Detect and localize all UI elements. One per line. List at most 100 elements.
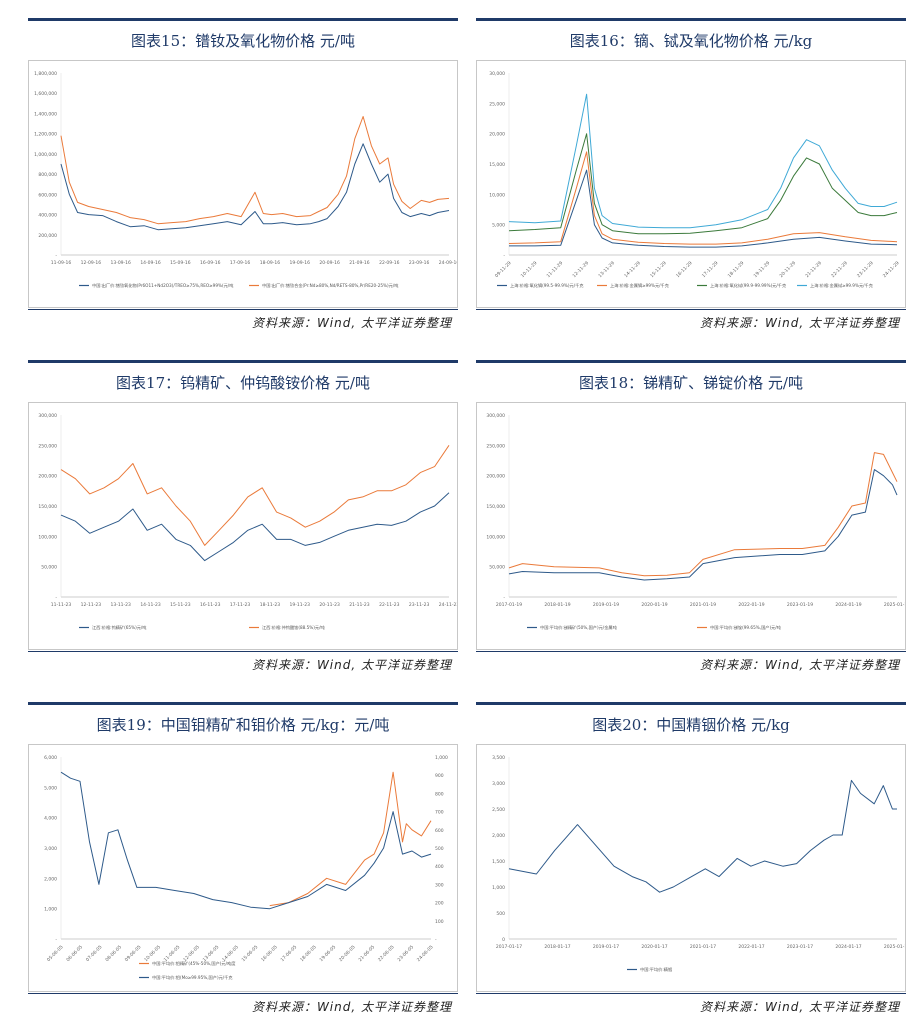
y-tick-label: 300,000 [38, 413, 57, 419]
x-tick-label: 24-11-29 [882, 260, 901, 279]
y2-tick-label: 900 [435, 773, 444, 779]
x-tick-label: 17-11-23 [230, 602, 251, 608]
source-note: 资料来源：Wind, 太平洋证券整理 [251, 658, 452, 672]
chart-panel-2: 图表16：镝、铽及氧化物价格 元/kg - 5,000 10,000 15,000 20,… [476, 18, 906, 334]
legend-label: 中国:出厂价:镨钕氧化物(Pr6O11+Nd2O3)/TREO≥75%,REO≥… [92, 282, 234, 289]
x-tick-label: 24-06-05 [416, 944, 435, 963]
legend-label: 江西:价格:钨精矿(65%)元/吨 [92, 624, 147, 631]
chart-svg: - 1,000 2,000 3,000 4,000 5,000 6,000 - 100 200 30… [44, 755, 448, 981]
legend-label: 中国:平均价:钼精矿(45%-50%,国产)元/吨度 [152, 960, 236, 967]
x-tick-label: 05-06-05 [46, 944, 65, 963]
y-tick-label: - [55, 596, 57, 601]
y-tick-label: 250,000 [486, 443, 505, 449]
legend-label: 中国:平均价:锑锭(99.65%,国产)元/吨 [710, 624, 782, 631]
x-tick-label: 08-06-05 [104, 944, 123, 963]
chart-svg: - 50,000 100,000 150,000 200,000 250,000 300,0… [38, 413, 459, 631]
series-line-1 [60, 143, 450, 231]
y-tick-label: 25,000 [489, 101, 505, 107]
legend-label: 上海:价格:金属镝≥99%元/千克 [610, 282, 669, 289]
x-tick-label: 20-09-16 [319, 260, 340, 266]
x-tick-label: 2018-01-19 [544, 602, 570, 608]
y-tick-label: - [503, 596, 505, 601]
x-tick-label: 17-11-29 [701, 260, 720, 279]
chart-panel-6: 图表20：中国精铟价格 元/kg 0 500 1,000 1,500 2,000 2,500… [476, 702, 910, 1018]
x-tick-label: 14-11-29 [623, 260, 642, 279]
y2-tick-label: 1,000 [435, 755, 448, 761]
y2-tick-label: 400 [435, 864, 444, 870]
x-tick-label: 2025-01-19 [884, 602, 905, 608]
x-tick-label: 22-11-23 [379, 602, 400, 608]
x-tick-label: 21-11-23 [349, 602, 370, 608]
chart-svg: - 5,000 10,000 15,000 20,000 25,000 30,000 09-1… [489, 71, 901, 289]
y2-tick-label: 800 [435, 791, 444, 797]
chart-svg: - 50,000 100,000 150,000 200,000 250,000 300,0… [486, 413, 910, 631]
legend-label: 上海:价格:金属铽≥99.9%元/千克 [810, 282, 873, 289]
panel-bottom-rule [476, 651, 906, 652]
y-tick-label: 5,000 [44, 785, 57, 791]
x-tick-label: 2025-01-17 [884, 944, 905, 950]
x-tick-label: 2017-01-19 [496, 602, 522, 608]
source-note: 资料来源：Wind, 太平洋证券整理 [251, 1000, 452, 1014]
y-tick-label: 150,000 [486, 504, 505, 510]
x-tick-label: 2024-01-19 [835, 602, 861, 608]
y-tick-label: 2,000 [44, 876, 57, 882]
x-tick-label: 12-11-29 [571, 260, 590, 279]
series-line-1 [508, 469, 898, 581]
source-note: 资料来源：Wind, 太平洋证券整理 [699, 658, 900, 672]
chart-frame: - 200,000 400,000 600,000 800,000 1,000,000 1,… [28, 60, 459, 308]
series-line-2 [60, 116, 450, 225]
x-tick-label: 2023-01-19 [787, 602, 813, 608]
x-tick-label: 19-09-16 [290, 260, 311, 266]
y-tick-label: 10,000 [489, 192, 505, 198]
panel-bottom-rule [476, 309, 906, 310]
x-tick-label: 12-11-23 [81, 602, 102, 608]
chart-title: 图表16：镝、铽及氧化物价格 元/kg [569, 32, 813, 50]
y-tick-label: 50,000 [489, 565, 505, 571]
y-tick-label: - [503, 254, 505, 259]
x-tick-label: 2022-01-17 [738, 944, 764, 950]
y-tick-label: 600,000 [38, 192, 57, 198]
chart-svg: 0 500 1,000 1,500 2,000 2,500 3,000 3,500 2017-0… [492, 755, 910, 973]
panel-bottom-rule [476, 993, 906, 994]
x-tick-label: 22-09-16 [379, 260, 400, 266]
y-tick-label: 150,000 [38, 504, 57, 510]
x-tick-label: 16-09-16 [200, 260, 221, 266]
chart-svg: - 200,000 400,000 600,000 800,000 1,000,000 1,… [34, 71, 459, 289]
panel-bottom-rule [28, 309, 458, 310]
x-tick-label: 13-09-16 [110, 260, 131, 266]
panel-top-rule [476, 360, 906, 363]
legend-label: 上海:价格:氧化镝(99.5-99.9%)元/千克 [510, 282, 584, 289]
legend-label: 中国:平均价:锑精矿(50%,国产)元/金属吨 [540, 624, 618, 631]
x-tick-label: 16-11-23 [200, 602, 221, 608]
x-tick-label: 2020-01-17 [641, 944, 667, 950]
source-note: 资料来源：Wind, 太平洋证券整理 [251, 316, 452, 330]
chart-title: 图表15：镨钕及氧化物价格 元/吨 [131, 32, 355, 50]
y-tick-label: 1,600,000 [34, 91, 57, 97]
x-tick-label: 2018-01-17 [544, 944, 570, 950]
panel-top-rule [28, 702, 458, 705]
x-tick-label: 06-06-05 [65, 944, 84, 963]
y-tick-label: 50,000 [41, 565, 57, 571]
x-tick-label: 18-06-05 [299, 944, 318, 963]
x-tick-label: 21-11-29 [804, 260, 823, 279]
x-tick-label: 20-06-05 [338, 944, 357, 963]
chart-title: 图表19：中国钼精矿和钼价格 元/kg：元/吨 [96, 716, 390, 734]
x-tick-label: 15-06-05 [241, 944, 260, 963]
x-tick-label: 21-09-16 [349, 260, 370, 266]
series-line-3 [508, 133, 898, 235]
y-tick-label: 1,000 [492, 885, 505, 891]
y-tick-label: 400,000 [38, 213, 57, 219]
x-tick-label: 16-11-29 [675, 260, 694, 279]
panel-top-rule [476, 702, 906, 705]
x-tick-label: 15-11-23 [170, 602, 191, 608]
y2-tick-label: 300 [435, 882, 444, 888]
x-tick-label: 22-06-05 [377, 944, 396, 963]
series-line-2 [60, 771, 432, 910]
chart-title: 图表20：中国精铟价格 元/kg [592, 716, 790, 734]
x-tick-label: 22-11-29 [830, 260, 849, 279]
y-tick-label: - [55, 254, 57, 259]
y-tick-label: 100,000 [486, 534, 505, 540]
x-tick-label: 17-09-16 [230, 260, 251, 266]
y2-tick-label: 600 [435, 828, 444, 834]
y-tick-label: 3,000 [492, 781, 505, 787]
